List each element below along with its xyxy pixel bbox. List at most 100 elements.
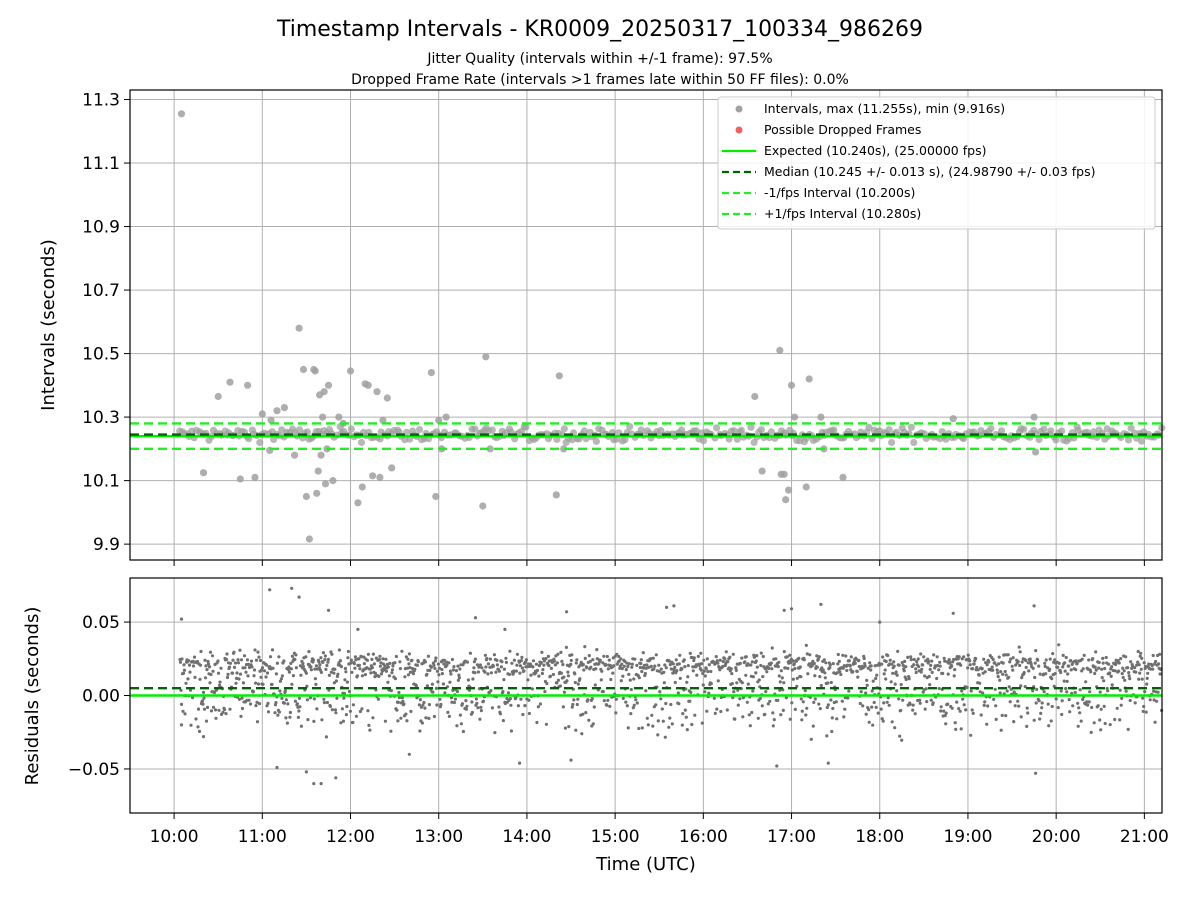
residual-point-237	[296, 715, 300, 720]
residual-point-1737	[1046, 702, 1050, 706]
residual-point-127	[241, 681, 246, 685]
residual-point-530	[443, 691, 447, 695]
residual-point-1641	[998, 691, 1002, 695]
residual-point-821	[588, 659, 592, 664]
residual-point-1880	[1118, 718, 1122, 722]
residual-point-706	[531, 665, 535, 669]
residual-point-1130	[743, 660, 747, 664]
residual-point-1935	[1145, 676, 1149, 681]
residual-point-1281	[818, 707, 822, 711]
residual-point-1626	[991, 668, 995, 672]
residual-point-967	[661, 719, 665, 723]
residual-point-1341	[848, 664, 852, 668]
intervals-point-68	[1030, 413, 1038, 421]
residual-point-1415	[885, 700, 889, 704]
residual-point-751	[553, 663, 558, 667]
residual-point-1718	[1037, 664, 1041, 668]
residual-point-904	[630, 665, 634, 669]
residual-point-1113	[734, 668, 738, 673]
residual-point-579	[467, 688, 471, 692]
intervals-point-52	[560, 445, 568, 453]
residual-point-558	[457, 673, 461, 677]
residual-point-310	[333, 667, 337, 671]
intervals-point-49	[486, 445, 494, 453]
residual-point-844	[600, 669, 604, 673]
residual-point-186	[271, 666, 275, 670]
residual-point-705	[530, 687, 535, 691]
residual-point-1610	[983, 700, 987, 704]
residual-point-1719	[1037, 699, 1041, 703]
residual-point-899	[627, 662, 631, 666]
residual-point-365	[360, 674, 364, 678]
residual-point-1090	[723, 657, 727, 661]
residual-point-675	[515, 652, 520, 656]
residual-point-195	[275, 661, 279, 665]
residual-point-1954	[1155, 699, 1159, 703]
residual-point-212	[284, 716, 288, 720]
residual-point-534	[445, 663, 449, 667]
residual-point-440	[398, 660, 402, 664]
residual-point-1011	[683, 708, 687, 712]
residual-point-1421	[888, 658, 892, 662]
residual-point-1713	[1034, 701, 1038, 705]
residuals-y-label: Residuals (seconds)	[22, 607, 43, 786]
residual-point-586	[471, 677, 475, 681]
residual-point-1653	[1004, 673, 1008, 677]
residual-point-377	[366, 652, 370, 656]
residual-point-349	[352, 662, 356, 666]
residual-point-652	[504, 656, 508, 660]
residual-point-607	[481, 699, 485, 703]
residual-point-1030	[693, 713, 697, 717]
residual-point-215	[285, 721, 289, 725]
residual-point-1235	[795, 676, 799, 680]
residual-point-1655	[1005, 689, 1009, 693]
residual-point-1020	[688, 699, 692, 703]
residual-point-1452	[904, 665, 908, 669]
intervals-point-29	[335, 413, 343, 421]
residual-point-217	[286, 667, 290, 672]
residual-point-600	[478, 717, 482, 721]
residual-point-1829	[1092, 721, 1096, 725]
intervals-point-22	[317, 451, 325, 459]
residual-point-1581	[968, 663, 972, 667]
residual-point-973	[664, 666, 668, 670]
residual-point-776	[566, 670, 570, 674]
residual-point-1383	[869, 664, 873, 668]
intervals-point-2	[214, 392, 222, 401]
residual-point-337	[346, 649, 350, 654]
residual-point-1385	[870, 689, 874, 693]
residual-point-514	[435, 703, 439, 707]
residual-point-1004	[680, 667, 684, 671]
residual-point-93	[224, 657, 229, 662]
residual-point-1294	[825, 734, 829, 738]
residual-point-419	[387, 674, 391, 678]
residual-point-783	[569, 658, 573, 663]
residual-point-1366	[861, 704, 865, 708]
residual-point-1960	[1158, 652, 1162, 656]
residual-point-878	[617, 654, 621, 659]
residual-point-952	[654, 703, 658, 707]
residual-point-1860	[1108, 671, 1112, 675]
residual-point-1327	[841, 666, 845, 670]
residual-point-1582	[969, 733, 973, 737]
residual-point-1625	[990, 665, 994, 669]
residual-point-364	[360, 707, 364, 711]
residual-point-1832	[1094, 650, 1098, 654]
residual-point-688	[522, 669, 526, 673]
residual-point-1469	[912, 657, 916, 662]
residual-point-1743	[1049, 719, 1053, 723]
residual-point-883	[619, 679, 623, 683]
residual-point-108	[232, 650, 236, 654]
residual-point-1928	[1142, 704, 1146, 709]
time-xtick-label-10: 20:00	[1032, 827, 1081, 847]
residual-point-784	[570, 653, 574, 657]
intervals-point-band-180	[626, 423, 634, 431]
residual-point-509	[432, 714, 436, 719]
residual-point-1730	[1043, 661, 1047, 665]
residual-point-401	[378, 664, 382, 668]
residual-point-892	[624, 700, 628, 704]
residual-point-492	[424, 716, 428, 720]
residual-point-445	[400, 696, 404, 700]
residual-point-1058	[707, 691, 711, 695]
residual-point-359	[357, 663, 361, 668]
